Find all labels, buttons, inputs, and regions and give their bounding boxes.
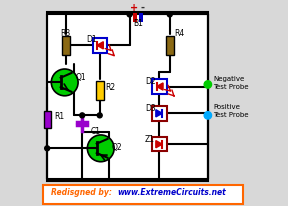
Text: Positive: Positive [213, 104, 240, 110]
Bar [152, 106, 167, 121]
Polygon shape [97, 42, 103, 49]
Text: D1: D1 [86, 35, 97, 44]
Circle shape [87, 135, 114, 162]
Bar [133, 13, 137, 22]
Bar [139, 13, 143, 22]
Text: Negative: Negative [213, 76, 244, 82]
Circle shape [204, 112, 212, 119]
Bar [43, 111, 51, 128]
Text: Redisgned by:: Redisgned by: [51, 188, 115, 197]
Text: www.ExtremeCircuits.net: www.ExtremeCircuits.net [117, 188, 226, 197]
Text: R1: R1 [54, 112, 65, 122]
Circle shape [45, 146, 50, 151]
Bar [92, 38, 107, 53]
Bar [152, 137, 167, 151]
Polygon shape [156, 110, 162, 117]
Bar [47, 12, 208, 181]
Text: R4: R4 [174, 29, 184, 38]
Bar [43, 185, 243, 204]
Circle shape [204, 81, 212, 88]
Text: Test Probe: Test Probe [213, 112, 249, 118]
Circle shape [127, 12, 132, 17]
Text: Q1: Q1 [76, 73, 87, 82]
Circle shape [51, 69, 78, 96]
Text: +: + [130, 3, 138, 13]
Text: R3: R3 [60, 29, 71, 38]
Text: C1: C1 [90, 127, 101, 136]
Circle shape [80, 113, 85, 118]
Text: R2: R2 [105, 83, 115, 92]
Polygon shape [156, 140, 162, 148]
Text: D3: D3 [145, 104, 156, 113]
Bar [152, 79, 167, 94]
Circle shape [97, 113, 102, 118]
Text: Test Probe: Test Probe [213, 84, 249, 90]
Circle shape [167, 12, 172, 17]
Polygon shape [157, 83, 163, 90]
Bar [166, 36, 174, 55]
Text: B1: B1 [133, 19, 143, 28]
Text: Q2: Q2 [112, 143, 123, 152]
Text: D2: D2 [145, 77, 156, 87]
Text: -: - [141, 3, 145, 13]
Bar [62, 36, 70, 55]
Bar [96, 81, 104, 100]
Text: Z1: Z1 [145, 135, 155, 144]
